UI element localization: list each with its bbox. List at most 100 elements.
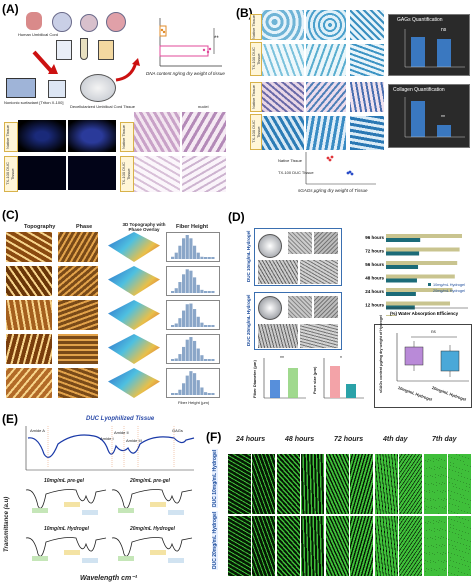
pore-bar-20: [346, 384, 356, 398]
histogram-bar: [207, 359, 211, 361]
ftir-band-box: [168, 558, 184, 563]
dna-sig: **: [214, 36, 219, 42]
histogram-bar: [185, 235, 189, 259]
ftir-sub-1: 10mg/mL pre-gel: [24, 478, 108, 522]
col-bar-native: [411, 101, 425, 137]
dna-xlabel: DNA content ng/mg dry weight of tissue: [146, 71, 225, 76]
ftir-band-box: [82, 558, 98, 563]
histogram-bar: [185, 339, 189, 361]
peak-gags: GAGs: [172, 428, 183, 433]
ab-native-3: [350, 10, 384, 40]
histogram-bar: [182, 310, 186, 327]
fiber-bar-10: [270, 380, 280, 398]
ftir-sub-line: [111, 489, 193, 509]
dna-bar-native: [159, 45, 209, 57]
panel-f: (F) 24 hours 48 hours 72 hours 4th day 7th d…: [204, 418, 474, 584]
histogram-bar: [196, 348, 200, 361]
pore-size-svg: [323, 358, 364, 399]
f-time-header-2: 48 hours: [285, 436, 315, 443]
ftir-band-box: [64, 502, 80, 507]
ftir-band-box: [118, 508, 134, 513]
dapi-native-2: [68, 120, 116, 152]
ftir-band-box: [150, 502, 166, 507]
ftir-sub-line: [25, 489, 107, 509]
water-bar-20mg: [386, 247, 460, 252]
row-b-2: TX-100 DUC Tissue: [250, 42, 262, 76]
afm-histogram-1: [166, 232, 220, 262]
ftir-sub-svg: [25, 489, 107, 515]
water-xlabel: (%) Water Absorption Efficiency: [390, 311, 459, 316]
ftir-main-line: [27, 434, 195, 458]
ab-tx-2: [306, 44, 346, 76]
legend-label: 20mg/mL Hydrogel: [433, 289, 465, 293]
e-title: DUC Lyophilized Tissue: [86, 416, 155, 422]
gfp-image-r1-c4-2: [399, 454, 422, 514]
hydrogel-photo-2: [258, 296, 282, 320]
col-sig: **: [441, 115, 445, 121]
peak-amide-ii: Amide II: [114, 430, 129, 435]
panel-c-label: (C): [2, 208, 19, 222]
scatter-row-tx: TX-100 DUC Tissue: [278, 170, 314, 175]
panel-d-label: (D): [228, 210, 245, 224]
water-bar-20mg: [386, 234, 462, 238]
mt-tx-1: [262, 116, 304, 150]
red-arrow-icon: [32, 50, 58, 74]
histogram-bar: [207, 257, 211, 259]
f-row-label-2: DUC 20mg/mL Hydrogel: [212, 510, 218, 570]
pore-ylabel: Pore size (μm): [312, 366, 317, 394]
ftir-main-svg: [25, 426, 195, 471]
sgag-scatter-svg: [305, 152, 376, 185]
e-xlabel: Wavelength cm⁻¹: [80, 575, 138, 582]
histogram-bar: [211, 325, 215, 327]
ftir-band-box: [82, 510, 98, 515]
gfp-image-r2-c3-2: [350, 516, 373, 576]
he-tx-1: [134, 156, 180, 192]
afm-topography-5: [6, 368, 52, 398]
ftir-band-box: [32, 508, 48, 513]
water-bar-10mg: [386, 305, 415, 310]
gag-box-20: [440, 350, 460, 372]
gfp-image-r2-c2-2: [301, 516, 324, 576]
ftir-sub-2: 20mg/mL pre-gel: [110, 478, 194, 522]
afm-histogram-3: [166, 300, 220, 330]
histogram-bar: [174, 323, 178, 327]
histogram-bar: [211, 393, 215, 395]
histogram-bar: [200, 289, 204, 293]
gfp-image-r2-c4-2: [399, 516, 422, 576]
ftir-sub-title: 10mg/mL Hydrogel: [44, 526, 89, 532]
hydrogel-photo-1: [258, 234, 282, 258]
histogram-bar: [174, 393, 178, 395]
dish-3: [106, 12, 126, 32]
afm-3d-3: [108, 300, 160, 330]
histogram-bar: [171, 256, 175, 259]
histogram-bar: [185, 375, 189, 395]
sem-1d: [300, 260, 338, 284]
water-bar-20mg: [386, 315, 396, 316]
afm-phase-4: [58, 334, 98, 364]
fiber-diameter-chart: ** Fiber Diameter (μm): [252, 354, 308, 410]
f-time-header-3: 72 hours: [334, 436, 364, 443]
ftir-sub-svg: [25, 537, 107, 563]
histogram-bar: [171, 325, 175, 327]
histogram-bar: [200, 355, 204, 361]
histogram-bar: [204, 325, 208, 327]
dna-chart: ** DNA content ng/mg dry weight of tissu…: [146, 14, 225, 78]
f-time-header-5: 7th day: [432, 436, 457, 443]
histogram-bar: [193, 340, 197, 361]
histogram-bar: [171, 291, 175, 293]
gfp-image-r1-c5-1: [424, 454, 447, 514]
row-b-1: Native Tissue: [250, 14, 262, 40]
histogram-bar: [189, 371, 193, 395]
pore-sig: *: [340, 356, 342, 362]
dish-2: [80, 14, 98, 32]
ftir-band-box: [64, 550, 80, 555]
afm-topography-4: [6, 334, 52, 364]
pore-bar-10: [330, 366, 340, 398]
panel-e-label: (E): [2, 412, 18, 426]
panel-a-label: (A): [2, 2, 19, 16]
sem-2c: [258, 324, 298, 348]
pore-size-chart: * Pore size (μm): [312, 354, 366, 410]
c-header-3d: 3D Topography with Phase Overlay: [122, 222, 166, 232]
panel-f-label: (F): [206, 430, 222, 444]
ftir-sub-line: [25, 537, 107, 557]
